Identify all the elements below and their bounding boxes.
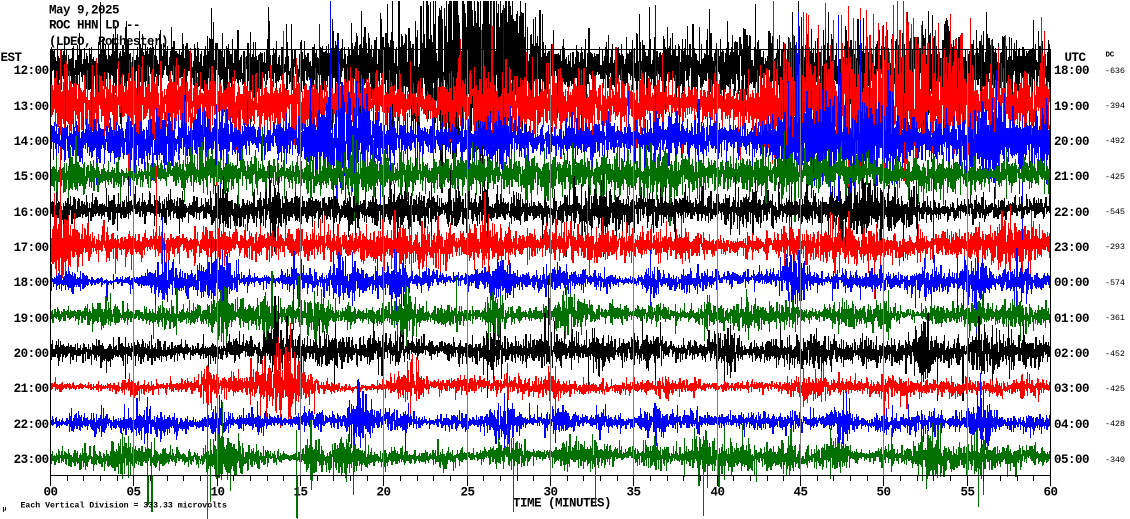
svg-text:-492: -492 bbox=[1105, 136, 1125, 146]
svg-text:05:00: 05:00 bbox=[1054, 453, 1089, 467]
svg-text:22:00: 22:00 bbox=[1054, 206, 1089, 220]
svg-text:55: 55 bbox=[960, 486, 974, 500]
svg-text:20:00: 20:00 bbox=[14, 347, 49, 361]
svg-text:-394: -394 bbox=[1105, 101, 1125, 111]
svg-text:Each Vertical Division = 333.: Each Vertical Division = 333.33 microvol… bbox=[21, 501, 227, 511]
svg-text:10: 10 bbox=[210, 486, 224, 500]
svg-text:TIME (MINUTES): TIME (MINUTES) bbox=[513, 497, 611, 511]
svg-text:02:00: 02:00 bbox=[1054, 347, 1089, 361]
svg-text:EST: EST bbox=[1, 51, 23, 65]
svg-text:23:00: 23:00 bbox=[14, 453, 49, 467]
svg-text:-452: -452 bbox=[1105, 349, 1125, 359]
svg-text:03:00: 03:00 bbox=[1054, 382, 1089, 396]
svg-text:15: 15 bbox=[293, 486, 307, 500]
svg-text:35: 35 bbox=[626, 486, 640, 500]
svg-text:-545: -545 bbox=[1105, 207, 1125, 217]
svg-text:May 9,2025: May 9,2025 bbox=[49, 4, 119, 18]
svg-text:23:00: 23:00 bbox=[1054, 241, 1089, 255]
svg-text:01:00: 01:00 bbox=[1054, 312, 1089, 326]
svg-text:04:00: 04:00 bbox=[1054, 418, 1089, 432]
svg-text:-293: -293 bbox=[1105, 242, 1125, 252]
svg-text:ROC HHN LD --: ROC HHN LD -- bbox=[49, 19, 140, 33]
svg-text:-636: -636 bbox=[1105, 66, 1125, 76]
svg-text:19:00: 19:00 bbox=[1054, 100, 1089, 114]
svg-text:(LDEO, Rochester): (LDEO, Rochester) bbox=[49, 35, 168, 49]
svg-text:22:00: 22:00 bbox=[14, 418, 49, 432]
svg-text:19:00: 19:00 bbox=[14, 312, 49, 326]
svg-text:-340: -340 bbox=[1105, 455, 1125, 465]
svg-text:18:00: 18:00 bbox=[14, 276, 49, 290]
svg-text:45: 45 bbox=[793, 486, 807, 500]
svg-text:00: 00 bbox=[43, 486, 57, 500]
svg-text:13:00: 13:00 bbox=[14, 100, 49, 114]
svg-text:12:00: 12:00 bbox=[14, 64, 49, 78]
svg-text:50: 50 bbox=[876, 486, 890, 500]
svg-text:20: 20 bbox=[376, 486, 390, 500]
svg-text:30: 30 bbox=[543, 486, 557, 500]
svg-text:-574: -574 bbox=[1105, 278, 1125, 288]
svg-text:-428: -428 bbox=[1105, 419, 1125, 429]
svg-text:16:00: 16:00 bbox=[14, 206, 49, 220]
svg-text:17:00: 17:00 bbox=[14, 241, 49, 255]
svg-text:20:00: 20:00 bbox=[1054, 135, 1089, 149]
svg-text:60: 60 bbox=[1043, 486, 1057, 500]
svg-text:21:00: 21:00 bbox=[1054, 170, 1089, 184]
svg-text:40: 40 bbox=[710, 486, 724, 500]
svg-text:25: 25 bbox=[460, 486, 474, 500]
svg-text:21:00: 21:00 bbox=[14, 382, 49, 396]
svg-text:DC: DC bbox=[1106, 52, 1115, 60]
svg-text:15:00: 15:00 bbox=[14, 170, 49, 184]
svg-text:05: 05 bbox=[126, 486, 140, 500]
svg-text:-425: -425 bbox=[1105, 384, 1125, 394]
svg-text:14:00: 14:00 bbox=[14, 135, 49, 149]
svg-text:-361: -361 bbox=[1105, 313, 1125, 323]
svg-text:UTC: UTC bbox=[1065, 51, 1087, 65]
svg-text:18:00: 18:00 bbox=[1054, 64, 1089, 78]
svg-text:μ: μ bbox=[3, 506, 7, 513]
svg-text:00:00: 00:00 bbox=[1054, 276, 1089, 290]
svg-text:-425: -425 bbox=[1105, 172, 1125, 182]
